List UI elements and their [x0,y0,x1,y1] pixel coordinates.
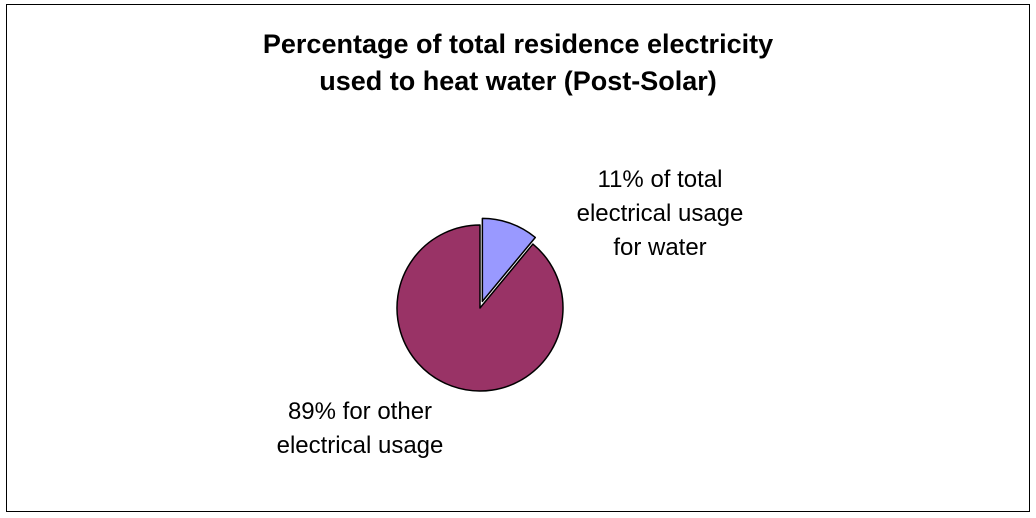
data-label-water-line-1: 11% of total [597,166,723,193]
data-label-other-line-1: 89% for other [287,398,433,425]
data-label-other-line-2: electrical usage [276,432,444,459]
pie-slice-other [396,224,564,392]
chart-title-line-2: used to heat water (Post-Solar) [319,66,717,96]
data-label-other: 89% for other electrical usage [240,395,480,463]
data-label-water-line-3: for water [613,234,707,261]
data-label-water-line-2: electrical usage [576,200,744,227]
data-label-water: 11% of total electrical usage for water [560,163,760,265]
chart-title: Percentage of total residence electricit… [0,26,1036,100]
pie-slice-water [481,217,537,303]
chart-title-line-1: Percentage of total residence electricit… [262,29,774,59]
